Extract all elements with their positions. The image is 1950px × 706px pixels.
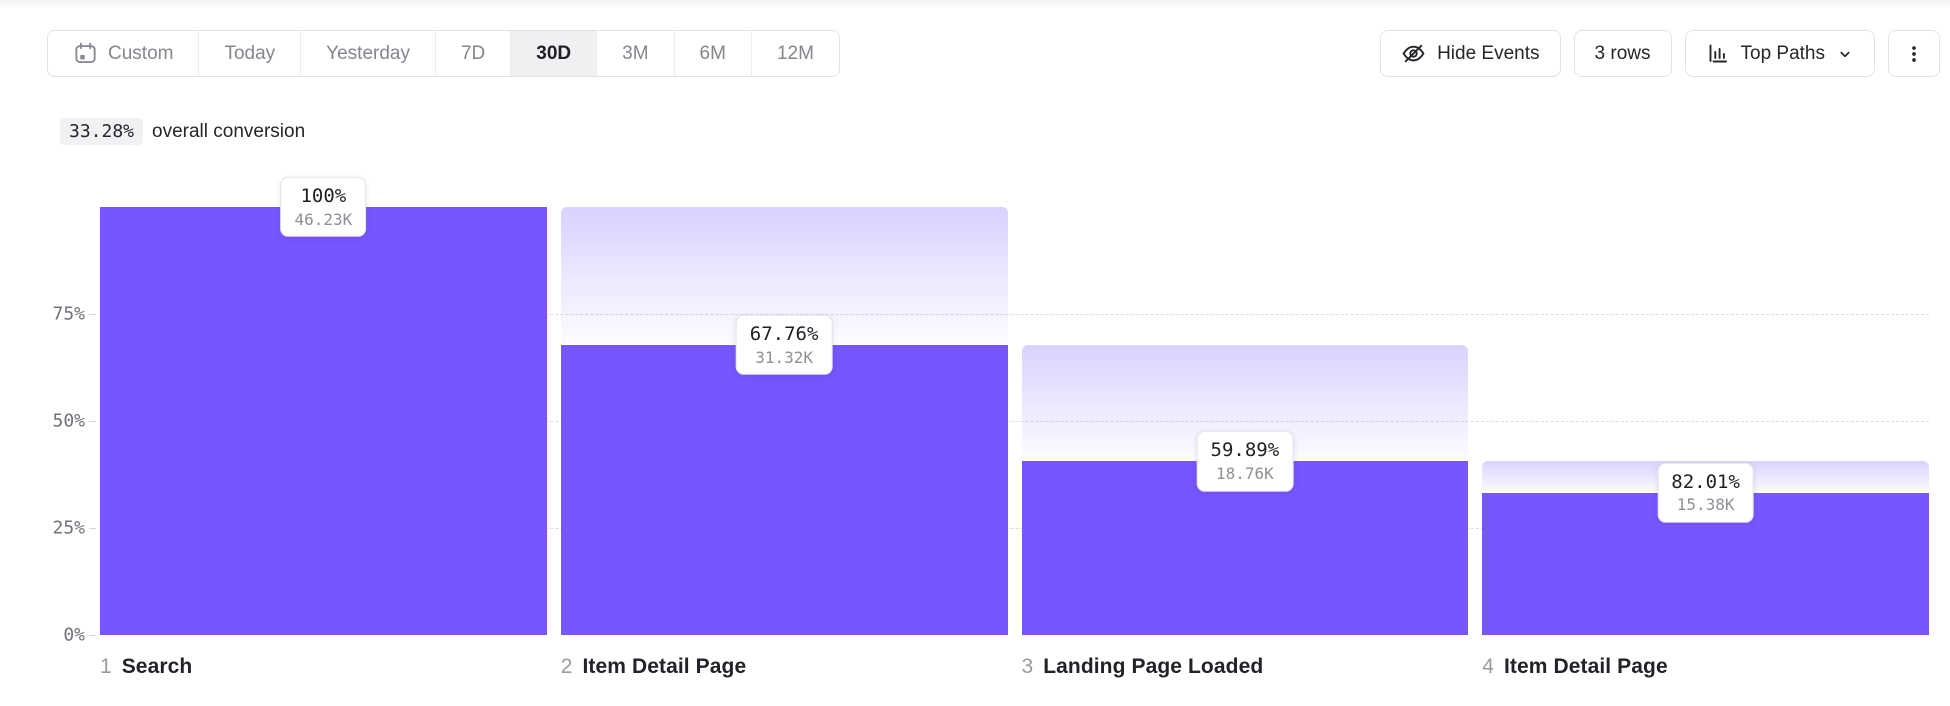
gridline-25: [100, 528, 1929, 529]
step-label-3: 3 Landing Page Loaded: [1022, 655, 1264, 679]
eye-off-icon: [1401, 41, 1426, 66]
bar-value-tooltip: 67.76% 31.32K: [735, 314, 833, 376]
gridline-50: [100, 421, 1929, 422]
step-label-1: 1 Search: [100, 655, 192, 679]
y-axis-tick-mark: [89, 314, 96, 315]
step-number: 4: [1482, 655, 1494, 678]
bar-segment: [560, 345, 1008, 635]
overall-conversion-text: overall conversion: [152, 120, 306, 142]
bar-value-tooltip: 59.89% 18.76K: [1196, 431, 1294, 492]
top-paths-button[interactable]: Top Paths: [1684, 30, 1875, 77]
conversion-count: 31.32K: [755, 347, 814, 367]
page-top-edge: [0, 0, 1950, 8]
bar-segment: [100, 207, 547, 635]
calendar-icon: [73, 41, 98, 66]
funnel-chart: 0% 25% 50% 75% 100% 46.23K 67.76% 31.32K 59.89% 1…: [52, 176, 1929, 646]
step-name: Item Detail Page: [582, 655, 747, 678]
toolbar: Custom Today Yesterday 7D 30D 3M 6M 12M Hide Ev…: [47, 30, 1940, 77]
rows-button[interactable]: 3 rows: [1573, 30, 1672, 77]
step-name: Search: [121, 655, 193, 678]
hide-events-button[interactable]: Hide Events: [1380, 30, 1561, 77]
date-range-12m[interactable]: 12M: [752, 31, 839, 76]
date-range-label: 7D: [460, 42, 486, 64]
y-axis-tick-mark: [89, 421, 96, 422]
conversion-percentage: 67.76%: [749, 322, 819, 345]
overall-conversion-summary: 33.28% overall conversion: [60, 118, 305, 145]
y-axis-tick-mark: [89, 528, 96, 529]
date-range-custom[interactable]: Custom: [48, 31, 200, 76]
date-range-label: 30D: [536, 42, 572, 64]
step-number: 3: [1021, 655, 1034, 678]
date-range-today[interactable]: Today: [199, 31, 302, 76]
step-name: Landing Page Loaded: [1043, 655, 1264, 678]
date-range-label: Custom: [108, 42, 174, 64]
date-range-3m[interactable]: 3M: [597, 31, 675, 76]
step-name: Item Detail Page: [1503, 655, 1668, 678]
conversion-percentage: 100%: [300, 184, 347, 207]
bar-value-tooltip: 100% 46.23K: [280, 176, 367, 238]
bar-chart-icon: [1706, 42, 1730, 66]
date-range-label: Today: [224, 42, 276, 64]
funnel-bar-step-3[interactable]: 59.89% 18.76K: [1021, 207, 1469, 635]
date-range-label: 12M: [776, 42, 814, 64]
date-range-label: Yesterday: [326, 42, 410, 64]
gridline-75: [100, 314, 1929, 315]
chevron-down-icon: [1836, 45, 1854, 63]
y-axis-tick-label: 25%: [52, 517, 85, 539]
step-number: 1: [100, 655, 112, 678]
date-range-label: 3M: [622, 42, 649, 64]
conversion-count: 15.38K: [1676, 495, 1735, 515]
funnel-bar-step-1[interactable]: 100% 46.23K: [100, 176, 547, 635]
button-label: 3 rows: [1594, 42, 1651, 64]
y-axis-tick-mark: [89, 635, 96, 636]
button-label: Hide Events: [1437, 42, 1540, 64]
overall-conversion-value: 33.28%: [60, 118, 144, 145]
y-axis-tick-label: 75%: [52, 303, 85, 325]
conversion-percentage: 82.01%: [1671, 470, 1740, 493]
step-label-2: 2 Item Detail Page: [561, 655, 747, 679]
date-range-7d[interactable]: 7D: [436, 31, 512, 76]
date-range-yesterday[interactable]: Yesterday: [301, 31, 436, 76]
conversion-percentage: 59.89%: [1210, 439, 1280, 462]
bar-value-tooltip: 82.01% 15.38K: [1657, 462, 1754, 523]
y-axis-tick-label: 0%: [63, 624, 85, 646]
button-label: Top Paths: [1740, 42, 1826, 64]
funnel-bar-step-2[interactable]: 67.76% 31.32K: [560, 207, 1008, 635]
toolbar-actions: Hide Events 3 rows Top Paths: [1380, 30, 1940, 77]
kebab-icon: [1903, 42, 1925, 66]
conversion-count: 18.76K: [1215, 463, 1274, 483]
y-axis-tick-label: 50%: [52, 410, 85, 432]
date-range-30d[interactable]: 30D: [511, 31, 598, 76]
date-range-6m[interactable]: 6M: [675, 31, 752, 76]
step-label-4: 4 Item Detail Page: [1482, 655, 1668, 679]
step-number: 2: [560, 655, 573, 678]
funnel-bar-step-4[interactable]: 82.01% 15.38K: [1482, 207, 1929, 635]
date-range-selector: Custom Today Yesterday 7D 30D 3M 6M 12M: [47, 30, 840, 77]
more-menu-button[interactable]: [1888, 30, 1940, 77]
date-range-label: 6M: [699, 42, 726, 64]
conversion-count: 46.23K: [294, 209, 353, 229]
